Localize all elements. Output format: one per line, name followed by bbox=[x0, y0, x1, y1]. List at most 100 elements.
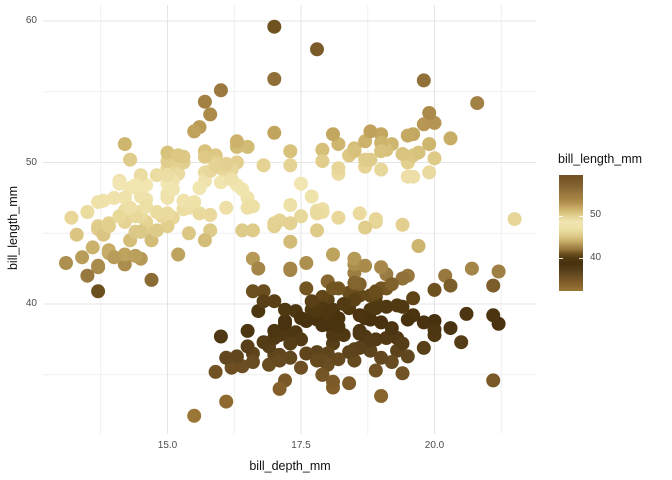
data-point bbox=[267, 125, 282, 140]
data-point bbox=[342, 376, 357, 391]
data-point bbox=[256, 335, 271, 350]
legend: bill_length_mm 50 40 bbox=[557, 148, 669, 318]
data-point bbox=[315, 289, 330, 304]
data-point bbox=[80, 268, 95, 283]
data-point bbox=[160, 206, 175, 221]
y-axis-title: bill_length_mm bbox=[6, 185, 20, 271]
data-point bbox=[187, 124, 202, 139]
data-point bbox=[208, 364, 223, 379]
data-point bbox=[272, 353, 287, 368]
x-tick-label: 17.5 bbox=[291, 440, 311, 451]
data-point bbox=[149, 168, 164, 183]
data-point bbox=[363, 343, 378, 358]
data-point bbox=[203, 207, 218, 222]
data-point bbox=[197, 94, 212, 109]
data-point bbox=[149, 205, 164, 219]
data-point bbox=[358, 152, 373, 167]
data-point bbox=[315, 154, 330, 169]
data-point bbox=[107, 250, 122, 265]
data-point bbox=[192, 206, 207, 221]
data-point bbox=[219, 200, 234, 215]
data-point bbox=[331, 161, 346, 176]
data-point bbox=[160, 145, 175, 160]
data-point bbox=[326, 247, 340, 262]
data-point bbox=[203, 107, 218, 122]
data-point bbox=[427, 151, 442, 166]
data-point bbox=[374, 162, 389, 177]
data-point bbox=[208, 158, 223, 173]
data-point bbox=[379, 299, 394, 314]
data-point bbox=[245, 284, 260, 299]
colorbar-gradient bbox=[559, 175, 583, 291]
data-point bbox=[486, 373, 501, 388]
data-point bbox=[486, 278, 501, 293]
data-point bbox=[491, 264, 506, 279]
colorbar-label: 50 bbox=[590, 209, 602, 221]
data-point bbox=[486, 308, 501, 323]
data-point bbox=[384, 321, 399, 336]
data-point bbox=[213, 175, 228, 190]
data-point bbox=[310, 353, 324, 368]
data-point bbox=[213, 329, 228, 344]
data-point bbox=[283, 144, 298, 159]
data-point bbox=[470, 96, 485, 111]
data-point bbox=[240, 200, 255, 215]
data-point bbox=[294, 360, 308, 375]
data-point bbox=[304, 189, 319, 204]
data-point bbox=[315, 367, 330, 382]
data-point bbox=[411, 239, 426, 253]
data-point bbox=[326, 374, 340, 389]
data-point bbox=[422, 137, 437, 152]
data-point bbox=[91, 195, 106, 210]
data-point bbox=[256, 284, 271, 299]
data-point bbox=[299, 314, 314, 328]
data-point bbox=[294, 176, 308, 191]
data-point bbox=[283, 158, 298, 173]
data-point bbox=[416, 315, 431, 330]
data-point bbox=[395, 271, 410, 286]
data-point bbox=[267, 294, 282, 309]
colorbar-tick bbox=[579, 215, 583, 217]
data-point bbox=[278, 302, 292, 317]
data-point bbox=[283, 336, 298, 351]
data-point bbox=[187, 195, 202, 210]
data-point bbox=[310, 223, 324, 238]
data-point bbox=[117, 247, 132, 262]
data-point bbox=[363, 333, 378, 348]
data-point bbox=[416, 340, 431, 355]
data-point bbox=[117, 137, 132, 152]
data-point bbox=[422, 165, 437, 180]
data-point bbox=[272, 381, 287, 396]
data-point bbox=[219, 156, 234, 171]
data-point bbox=[507, 212, 522, 227]
data-point bbox=[374, 389, 389, 403]
data-point bbox=[160, 168, 175, 183]
data-point bbox=[368, 285, 383, 300]
data-point bbox=[267, 323, 282, 338]
data-point bbox=[149, 223, 164, 238]
colorbar-label: 40 bbox=[590, 251, 602, 263]
data-point bbox=[128, 178, 143, 193]
chart-canvas bbox=[43, 5, 536, 434]
data-point bbox=[395, 366, 410, 381]
data-point bbox=[139, 199, 154, 214]
data-point bbox=[416, 117, 431, 132]
data-point bbox=[315, 142, 330, 157]
data-point bbox=[245, 223, 260, 238]
data-point bbox=[411, 145, 426, 160]
data-point bbox=[331, 210, 346, 225]
data-point bbox=[395, 299, 410, 314]
data-point bbox=[267, 19, 282, 34]
colorbar-tick bbox=[559, 215, 563, 217]
data-point bbox=[165, 182, 180, 197]
data-point bbox=[347, 144, 362, 159]
data-point bbox=[326, 127, 340, 142]
data-point bbox=[229, 349, 244, 364]
data-point bbox=[144, 272, 159, 287]
data-point bbox=[352, 308, 367, 323]
data-point bbox=[197, 233, 212, 248]
data-point bbox=[262, 357, 276, 372]
data-point bbox=[101, 219, 116, 234]
data-point bbox=[213, 83, 228, 98]
